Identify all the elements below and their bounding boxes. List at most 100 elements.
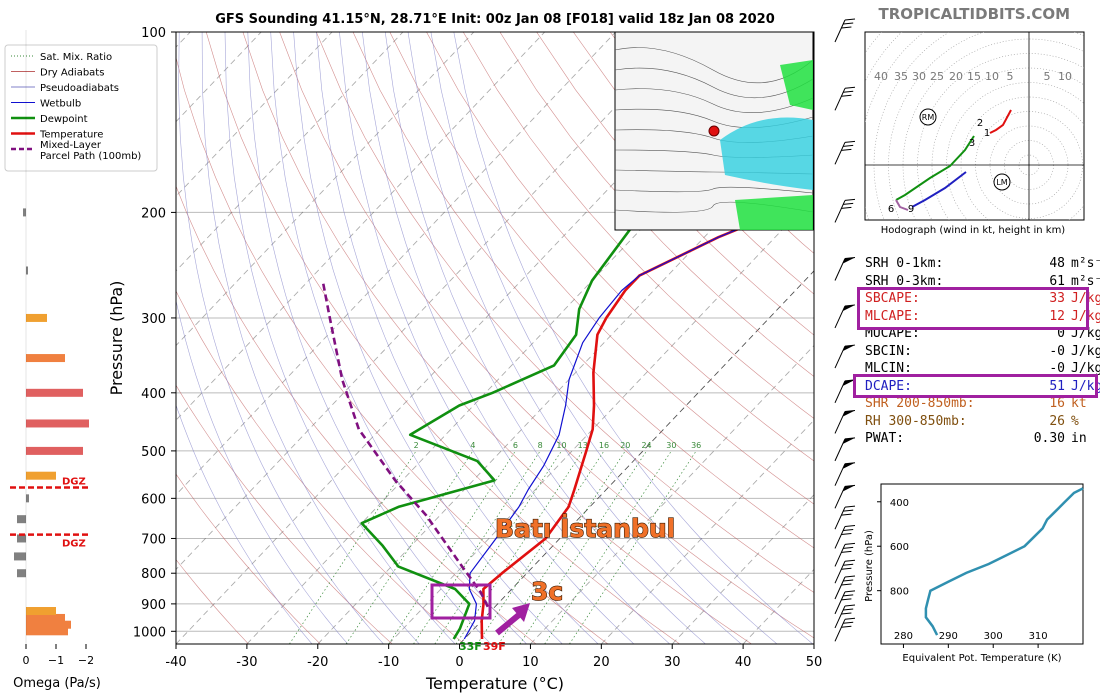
dcape-highlight-box (853, 374, 1098, 398)
pseudoadiabat-line (430, 32, 778, 644)
isotherm-line (601, 419, 814, 644)
index-row: SRH 0-1km: 48 m²s⁻² (865, 255, 1100, 273)
barb-feather (844, 542, 856, 545)
watermark: TROPICALTIDBITS.COM (879, 5, 1071, 23)
legend-label-0: Sat. Mix. Ratio (40, 52, 112, 63)
x-tick-label: 30 (664, 655, 681, 670)
barb-feather (841, 148, 852, 151)
barb-flag (843, 485, 855, 492)
barb-feather (843, 608, 854, 611)
index-row: PWAT: 0.30 in (865, 430, 1100, 448)
dry-adiabat-line (499, 32, 814, 377)
barb-feather (843, 509, 854, 512)
mixing-ratio-line (388, 450, 516, 644)
hodo-ring-label: 35 (894, 70, 908, 83)
wind-barb (834, 304, 856, 329)
location-marker (708, 125, 720, 137)
omega-tick-label: 0 (23, 654, 30, 667)
isotherm-line (176, 32, 687, 571)
x-tick-label: 0 (455, 655, 463, 670)
isotherm-line (530, 344, 814, 644)
omega-bar (26, 446, 83, 455)
mixing-ratio-label: 36 (691, 441, 701, 450)
index-value: 61 (1049, 273, 1065, 289)
index-unit: J/kg (1071, 343, 1100, 359)
omega-bar (17, 569, 26, 578)
index-value: 16 (1049, 396, 1065, 411)
theta-e-panel: 280 290 300 310 400 600 800 Equivalent Pot. Te… (864, 483, 1084, 664)
mixing-ratio-line (519, 450, 647, 644)
theta-e-y-label: Pressure (hPa) (864, 530, 875, 602)
hodo-height-label: 3 (969, 138, 975, 149)
x-axis-label: Temperature (°C) (425, 674, 564, 693)
barb-staff (834, 544, 846, 567)
index-row: DCAPE: 51 J/kg (865, 378, 1100, 396)
barb-feather (844, 590, 856, 593)
wind-barb (834, 617, 856, 642)
theta-e-x-tick-label: 310 (1029, 631, 1048, 642)
theta-e-x-tick-label: 290 (939, 631, 958, 642)
barb-feather (844, 140, 856, 143)
x-tick-label: -20 (307, 655, 328, 670)
surface-dewpoint-label: 33F (459, 640, 482, 653)
index-unit: J/kg (1071, 378, 1100, 394)
pseudoadiabat-line (247, 32, 492, 644)
isotherm-line (176, 32, 616, 496)
index-row: SRH 0-3km: 61 m²s⁻² (865, 273, 1100, 291)
wind-barb (834, 604, 856, 629)
dry-adiabat-line (242, 32, 752, 644)
index-row: MLCIN: -0 J/kg (865, 360, 1100, 378)
barb-feather (844, 524, 856, 527)
dry-adiabat-line (389, 32, 814, 505)
omega-bar (26, 607, 56, 616)
omega-tick-label: −2 (78, 654, 94, 667)
index-value: -0 (1049, 343, 1065, 359)
dry-adiabat-line (176, 56, 609, 644)
barb-flag (843, 379, 855, 386)
mixing-ratio-line (289, 450, 417, 644)
index-row: MLCAPE: 12 J/kg (865, 308, 1100, 326)
wind-barb (834, 462, 856, 486)
legend-label-1: Dry Adiabats (40, 68, 104, 79)
pseudoadiabat-line (176, 299, 348, 644)
theta-e-x-label: Equivalent Pot. Temperature (K) (902, 653, 1061, 664)
barb-flag (843, 257, 855, 264)
index-value: 0 (1057, 326, 1065, 341)
y-tick-label: 800 (141, 567, 166, 582)
index-unit: m²s⁻² (1071, 256, 1100, 271)
legend: Sat. Mix. Ratio Dry Adiabats Pseudoadiabat… (4, 44, 158, 172)
pseudoadiabat-line (362, 32, 670, 644)
wind-barb (834, 590, 856, 615)
index-value: 51 (1049, 378, 1065, 394)
wind-barb (834, 379, 856, 404)
omega-bar (26, 620, 71, 629)
pseudoadiabat-line (176, 404, 313, 644)
barb-feather (843, 144, 854, 147)
x-tick-label: 20 (593, 655, 610, 670)
barb-feather (843, 621, 854, 624)
barb-feather (841, 567, 852, 570)
barb-feather (844, 18, 856, 21)
surface-temp-label: 39F (483, 640, 506, 653)
isotherm-line (176, 32, 404, 272)
index-unit: J/kg (1071, 308, 1100, 324)
dry-adiabat-line (205, 32, 680, 644)
annotation-arrow (495, 603, 530, 636)
barb-feather (843, 594, 854, 597)
barb-feather (841, 583, 852, 586)
isotherm-line (176, 32, 333, 197)
barb-feather (841, 598, 852, 601)
hodo-marker-rm (919, 108, 937, 126)
index-label: SBCAPE: (865, 291, 920, 306)
omega-panel: DGZ DGZ 0 −1 −2 Omega (Pa/s) (10, 30, 101, 691)
wind-barb (834, 198, 856, 223)
series-wetbulb-line (463, 197, 814, 640)
omega-bar (26, 266, 28, 275)
legend-label-4: Dewpoint (40, 114, 88, 125)
index-row: SBCIN: -0 J/kg (865, 343, 1100, 361)
mixing-ratio-line (455, 450, 584, 644)
series-temperature-line (480, 196, 814, 640)
mixing-ratio-line (498, 450, 626, 644)
hodo-ring-label: 5 (1007, 70, 1014, 83)
